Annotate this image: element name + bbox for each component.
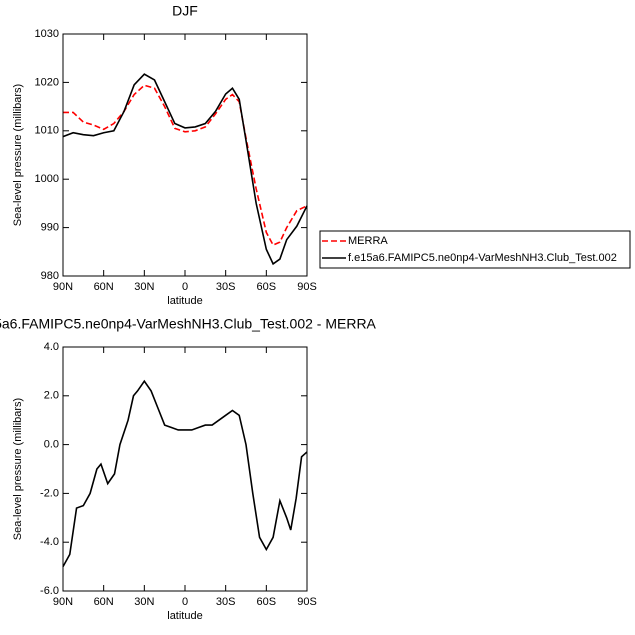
- y-tick-label: 4.0: [44, 341, 59, 353]
- y-axis-label: Sea-level pressure (millibars): [12, 398, 24, 540]
- chart-title: 5a6.FAMIPC5.ne0np4-VarMeshNH3.Club_Test.…: [0, 316, 377, 332]
- x-tick-label: 30N: [134, 596, 154, 608]
- plot-frame: [62, 346, 308, 592]
- series-line: [62, 73, 308, 266]
- x-tick-label: 60N: [94, 596, 114, 608]
- legend-label: f.e15a6.FAMIPC5.ne0np4-VarMeshNH3.Club_T…: [348, 252, 617, 264]
- series-line: [63, 84, 308, 247]
- x-axis-label: latitude: [167, 295, 202, 307]
- y-tick-label: 990: [41, 222, 59, 234]
- y-tick-label: -4.0: [40, 536, 59, 548]
- x-tick-label: 90S: [297, 596, 317, 608]
- y-tick-label: 1010: [35, 125, 59, 137]
- y-tick-label: 1000: [35, 173, 59, 185]
- chart-title: DJF: [172, 3, 198, 19]
- y-tick-label: 0.0: [44, 439, 59, 451]
- x-tick-label: 90N: [53, 596, 73, 608]
- x-axis-label: latitude: [167, 610, 202, 622]
- legend-box: [319, 230, 631, 269]
- y-tick-label: -2.0: [40, 487, 59, 499]
- x-tick-label: 60S: [257, 596, 277, 608]
- x-tick-label: 90N: [53, 281, 73, 293]
- y-axis-label: Sea-level pressure (millibars): [12, 84, 24, 226]
- y-tick-label: -6.0: [40, 585, 59, 597]
- series-line: [62, 379, 308, 567]
- x-tick-label: 0: [182, 596, 188, 608]
- x-tick-label: 60N: [94, 281, 114, 293]
- plot-frame: [62, 33, 308, 277]
- y-tick-label: 980: [41, 270, 59, 282]
- x-tick-label: 30S: [216, 596, 236, 608]
- legend-label: MERRA: [348, 235, 388, 247]
- y-tick-label: 2.0: [44, 390, 59, 402]
- y-tick-label: 1030: [35, 28, 59, 40]
- x-tick-label: 30N: [134, 281, 154, 293]
- x-tick-label: 60S: [257, 281, 277, 293]
- x-tick-label: 30S: [216, 281, 236, 293]
- x-tick-label: 90S: [297, 281, 317, 293]
- y-tick-label: 1020: [35, 76, 59, 88]
- x-tick-label: 0: [182, 281, 188, 293]
